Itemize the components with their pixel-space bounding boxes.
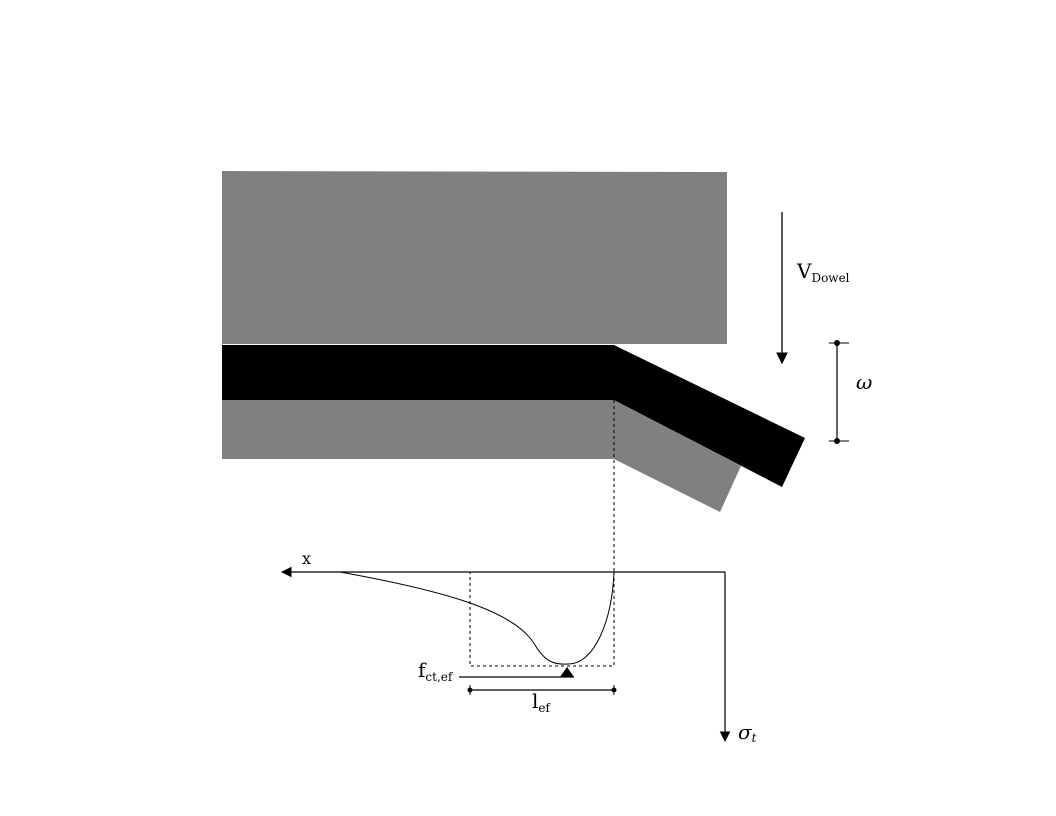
dowel-bar	[222, 345, 805, 487]
effective-zone-box	[469, 571, 615, 667]
tensile-strength-label: fct,ef	[418, 658, 454, 684]
tensile-stress-curve	[339, 571, 615, 665]
upper-concrete-block	[222, 171, 727, 344]
effective-length-dimension	[467, 685, 617, 695]
effective-length-label: lef	[532, 689, 552, 715]
stress-axis-label: σt	[738, 720, 757, 745]
crack-opening-label: ω	[856, 370, 872, 394]
x-axis-label: x	[302, 549, 311, 568]
tensile-strength-indicator	[459, 667, 574, 678]
dowel-force-label: VDowel	[796, 259, 850, 285]
lower-concrete-cover	[222, 400, 741, 512]
crack-opening-dimension	[829, 340, 849, 444]
